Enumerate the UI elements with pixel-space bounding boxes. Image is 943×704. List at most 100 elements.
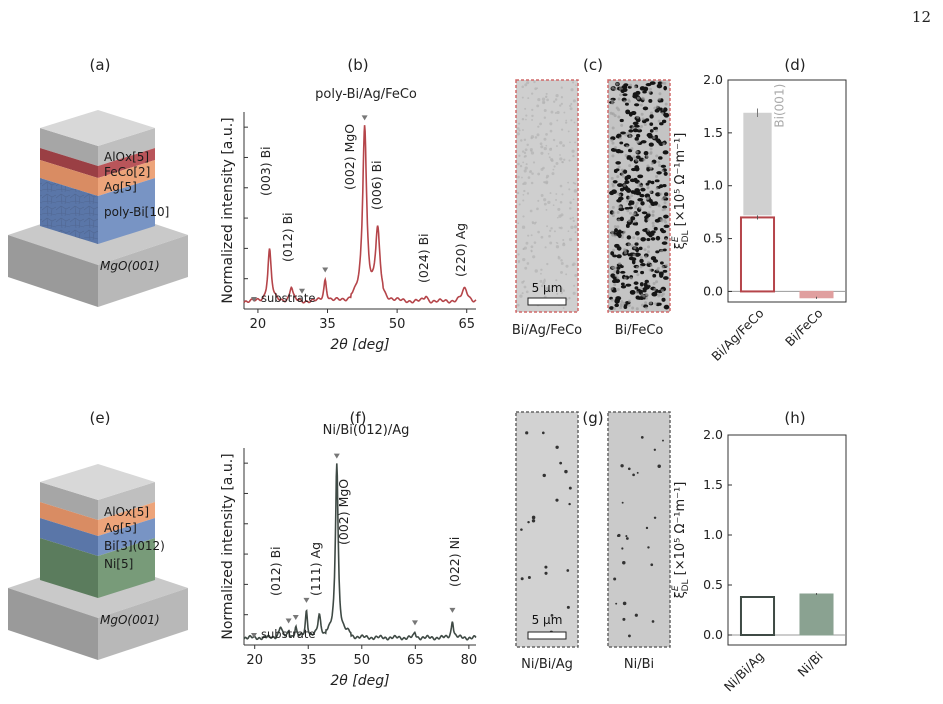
overlay-bar bbox=[743, 112, 772, 216]
texture-dot bbox=[549, 241, 553, 245]
texture-dot bbox=[617, 165, 621, 169]
island-dot bbox=[619, 141, 624, 145]
texture-dot bbox=[529, 209, 533, 213]
texture-dot bbox=[616, 276, 620, 280]
texture-dot bbox=[610, 230, 614, 234]
texture-dot bbox=[521, 85, 525, 89]
island-dot bbox=[651, 291, 658, 297]
texture-dot bbox=[627, 299, 631, 303]
texture-dot bbox=[620, 235, 624, 239]
texture-dot bbox=[629, 83, 633, 87]
texture-dot bbox=[612, 248, 616, 252]
texture-dot bbox=[642, 294, 646, 298]
island-dot bbox=[645, 83, 652, 87]
texture-dot bbox=[521, 96, 524, 99]
island-dot bbox=[646, 237, 651, 242]
texture-dot bbox=[524, 166, 528, 170]
island-dot bbox=[619, 187, 625, 192]
microscopy-c: 5 μm Bi/Ag/FeCo Bi/FeCo bbox=[512, 79, 671, 338]
island-dot bbox=[649, 122, 654, 126]
peak-label: (006) Bi bbox=[369, 160, 384, 210]
defect-dot bbox=[650, 563, 654, 567]
island-dot bbox=[616, 254, 622, 259]
texture-dot bbox=[663, 195, 667, 199]
texture-dot bbox=[614, 87, 618, 91]
defect-dot bbox=[640, 435, 644, 439]
island-dot bbox=[624, 186, 630, 192]
texture-dot bbox=[549, 122, 553, 126]
texture-dot bbox=[630, 244, 634, 248]
defect-dot bbox=[645, 526, 649, 530]
texture-dot bbox=[552, 138, 556, 142]
panel-label-d: (d) bbox=[784, 56, 805, 74]
texture-dot bbox=[555, 198, 558, 201]
island-dot bbox=[655, 139, 661, 143]
texture-dot bbox=[649, 111, 653, 115]
island-dot bbox=[653, 201, 659, 206]
texture-dot bbox=[555, 279, 558, 282]
island-dot bbox=[617, 233, 622, 239]
texture-dot bbox=[553, 165, 556, 168]
texture-dot bbox=[574, 231, 577, 234]
island-dot bbox=[631, 257, 637, 262]
island-dot bbox=[650, 237, 656, 241]
texture-dot bbox=[648, 268, 652, 272]
texture-dot bbox=[565, 264, 569, 268]
texture-dot bbox=[521, 150, 525, 153]
texture-dot bbox=[530, 245, 534, 249]
panel-label-b: (b) bbox=[347, 56, 368, 74]
island-dot bbox=[662, 248, 667, 252]
texture-dot bbox=[633, 212, 637, 216]
plot-frame bbox=[727, 79, 847, 303]
texture-dot bbox=[545, 208, 548, 211]
texture-dot bbox=[562, 239, 565, 241]
island-dot bbox=[661, 229, 667, 234]
island-dot bbox=[652, 259, 659, 263]
y-axis-label: Normalized intensity [a.u.] bbox=[220, 453, 236, 639]
layer-label-aloxide: AlOx[5] bbox=[104, 150, 149, 164]
texture-dot bbox=[517, 175, 520, 179]
texture-dot bbox=[559, 200, 563, 204]
texture-dot bbox=[569, 104, 572, 108]
x-tick-label: 35 bbox=[319, 317, 336, 332]
defect-dot bbox=[662, 439, 664, 442]
peak-label: (002) MgO bbox=[336, 479, 351, 545]
texture-dot bbox=[653, 287, 657, 291]
island-dot bbox=[632, 92, 637, 97]
texture-dot bbox=[517, 162, 520, 166]
texture-dot bbox=[658, 163, 662, 167]
texture-dot bbox=[526, 81, 530, 85]
category-label: Ni/Bi bbox=[795, 649, 826, 680]
texture-dot bbox=[628, 134, 632, 138]
texture-dot bbox=[543, 198, 547, 202]
texture-dot bbox=[657, 119, 661, 123]
island-dot bbox=[642, 106, 649, 111]
texture-dot bbox=[616, 211, 620, 215]
island-dot bbox=[649, 81, 656, 85]
texture-dot bbox=[573, 189, 578, 193]
texture-dot bbox=[633, 157, 637, 161]
texture-dot bbox=[613, 283, 617, 287]
texture-dot bbox=[521, 176, 523, 179]
texture-dot bbox=[628, 196, 632, 200]
texture-dot bbox=[523, 285, 527, 289]
island-dot bbox=[645, 182, 650, 186]
island-dot bbox=[624, 180, 630, 184]
island-dot bbox=[663, 224, 670, 228]
texture-dot bbox=[522, 182, 525, 186]
texture-dot bbox=[555, 245, 560, 249]
texture-dot bbox=[630, 194, 634, 198]
layer-label-feco: FeCo[2] bbox=[104, 165, 150, 179]
texture-dot bbox=[611, 86, 615, 90]
defect-dot bbox=[620, 464, 624, 468]
texture-dot bbox=[612, 307, 616, 311]
texture-dot bbox=[645, 296, 649, 300]
stack-diagram-a: AlOx[5] FeCo[2] Ag[5] poly-Bi[10] MgO(00… bbox=[8, 110, 188, 307]
texture-dot bbox=[661, 111, 665, 115]
texture-dot bbox=[534, 269, 538, 273]
texture-dot bbox=[619, 205, 623, 209]
texture-dot bbox=[569, 202, 572, 205]
texture-dot bbox=[639, 184, 643, 188]
island-dot bbox=[643, 150, 649, 156]
defect-dot bbox=[636, 471, 639, 474]
